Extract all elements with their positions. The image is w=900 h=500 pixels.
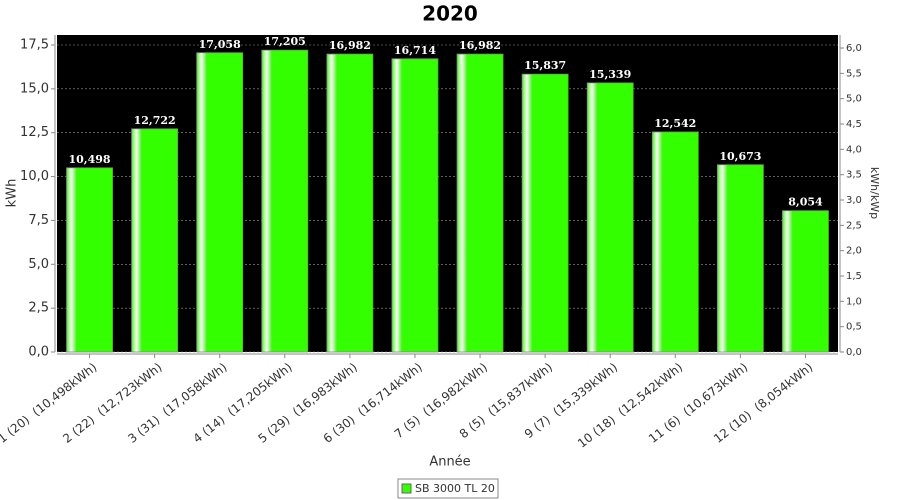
value-label: 12,722 [134,114,176,127]
x-axis-title: Année [429,455,470,470]
value-label: 16,714 [394,44,436,57]
value-label: 8,054 [788,196,823,209]
value-label: 17,058 [199,38,241,51]
value-label: 12,542 [654,117,696,130]
y2-tick-label: 1,5 [846,271,862,282]
y2-tick-label: 2,5 [846,220,862,231]
bar [651,131,699,353]
bar [456,53,504,353]
y2-tick-label: 1,0 [846,296,862,307]
y2-tick-label: 0,5 [846,322,862,333]
y-tick-label: 12,5 [20,125,49,140]
bar [66,167,113,353]
bar [131,128,179,353]
legend-label: SB 3000 TL 20 [415,482,495,495]
value-label: 10,673 [719,150,761,163]
y2-axis-title: kWh/kWp [868,167,881,219]
y2-tick-label: 6,0 [846,43,862,54]
bar [326,53,374,353]
y-tick-label: 10,0 [20,169,49,184]
y-tick-label: 17,5 [20,37,49,52]
y-tick-label: 2,5 [28,301,49,316]
value-label: 15,339 [589,68,631,81]
y-tick-label: 7,5 [28,213,49,228]
legend-box [397,478,499,499]
value-label: 15,837 [524,59,566,72]
bar [261,49,309,353]
value-label: 17,205 [264,35,306,48]
y2-tick-label: 5,0 [846,94,862,105]
y2-tick-label: 0,0 [846,347,862,358]
y-tick-label: 0,0 [28,345,49,360]
chart-title: 2020 [422,2,478,26]
y2-tick-label: 3,5 [846,170,862,181]
y2-tick-label: 3,0 [846,195,862,206]
y2-tick-label: 4,0 [846,144,862,155]
y2-tick-label: 4,5 [846,119,862,130]
bar [586,82,634,353]
x-tick-label: 10 (18) (12,542kWh) [575,360,685,451]
bar [196,52,244,353]
y2-tick-label: 2,0 [846,246,862,257]
bar [391,58,439,353]
y-tick-label: 15,0 [20,81,49,96]
value-label: 16,982 [459,39,501,52]
y2-tick-label: 5,5 [846,68,862,79]
bar [521,73,569,353]
y-axis-title: kWh [5,179,20,208]
value-label: 16,982 [329,39,371,52]
y-tick-label: 5,0 [28,257,49,272]
bar [716,164,764,353]
legend-swatch [401,483,412,494]
value-label: 10,498 [68,153,110,166]
bar [782,210,829,353]
plot-area [57,35,838,352]
